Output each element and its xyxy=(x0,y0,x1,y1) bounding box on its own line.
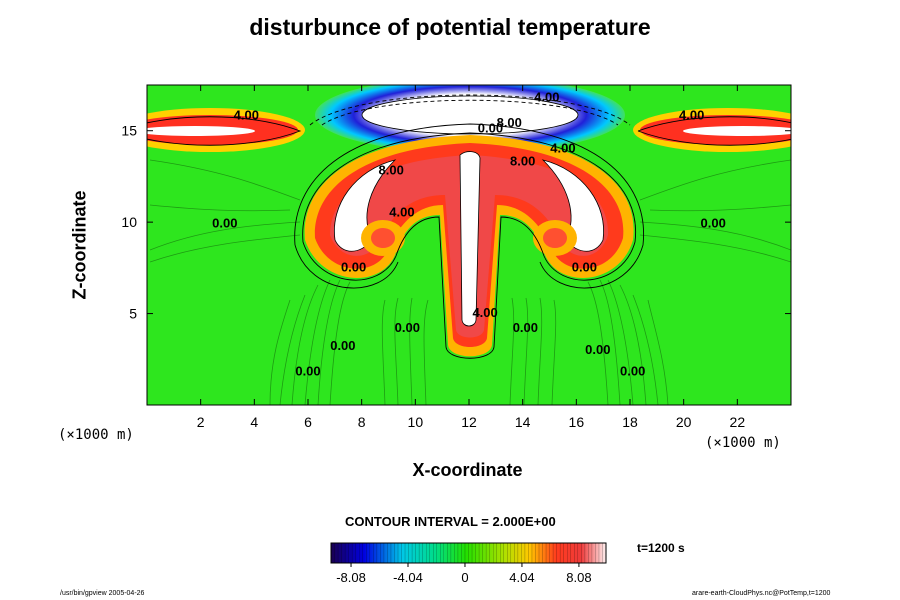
y-tick-label: 10 xyxy=(121,214,137,230)
x-tick-label: 20 xyxy=(676,414,692,430)
x-tick-label: 8 xyxy=(358,414,366,430)
contour-label: 4.00 xyxy=(472,305,497,320)
x-tick-label: 14 xyxy=(515,414,531,430)
x-tick-label: 22 xyxy=(730,414,746,430)
contour-label: 0.00 xyxy=(513,320,538,335)
contour-label: 4.00 xyxy=(234,108,259,123)
footer-left: /usr/bin/gpview 2005-04-26 xyxy=(60,590,145,597)
contour-label: 0.00 xyxy=(585,342,610,357)
field-features xyxy=(147,85,791,405)
colorbar-tick-label: 0 xyxy=(461,570,468,585)
contour-label: 0.00 xyxy=(395,320,420,335)
contour-label: 0.00 xyxy=(478,121,503,136)
chart-title: disturbunce of potential temperature xyxy=(249,14,651,40)
contour-label: 0.00 xyxy=(701,216,726,231)
contour-label: 0.00 xyxy=(620,364,645,379)
y-axis-label: Z-coordinate xyxy=(69,190,90,300)
contour-label: 0.00 xyxy=(295,364,320,379)
x-tick-label: 12 xyxy=(461,414,477,430)
time-label: t=1200 s xyxy=(637,541,685,555)
contour-label: 4.00 xyxy=(679,108,704,123)
y-tick-label: 15 xyxy=(121,123,137,139)
contour-label: 0.00 xyxy=(212,216,237,231)
contour-interval-label: CONTOUR INTERVAL = 2.000E+00 xyxy=(345,514,556,529)
y-axis: 5 10 15 xyxy=(121,123,791,322)
contour-label: 4.00 xyxy=(389,205,414,220)
x-axis-unit: (×1000 m) xyxy=(705,435,781,451)
gravity-wave-contours xyxy=(149,159,791,405)
x-tick-label: 4 xyxy=(250,414,258,430)
colorbar-tick-label: 8.08 xyxy=(566,570,591,585)
x-tick-label: 10 xyxy=(408,414,424,430)
colorbar-ticks: -8.08 -4.04 0 4.04 8.08 xyxy=(336,563,592,585)
x-tick-label: 2 xyxy=(197,414,205,430)
contour-label: 8.00 xyxy=(379,163,404,178)
contour-label: 0.00 xyxy=(330,338,355,353)
contour-label: 8.00 xyxy=(510,153,535,168)
x-tick-label: 18 xyxy=(622,414,638,430)
contour-label: 0.00 xyxy=(341,260,366,275)
contour-label: 4.00 xyxy=(550,141,575,156)
y-tick-label: 5 xyxy=(129,306,137,322)
colorbar-tick-label: 4.04 xyxy=(509,570,534,585)
contour-label: 0.00 xyxy=(572,260,597,275)
x-tick-label: 16 xyxy=(569,414,585,430)
y-axis-unit: (×1000 m) xyxy=(58,427,134,443)
x-axis: 2 4 6 8 10 12 14 16 18 20 22 xyxy=(197,85,746,430)
x-axis-label: X-coordinate xyxy=(412,460,523,480)
footer-right: arare-earth-CloudPhys.nc@PotTemp,t=1200 xyxy=(692,590,831,597)
colorbar-tick-label: -8.08 xyxy=(336,570,366,585)
colorbar-stripes xyxy=(334,543,603,563)
contour-label: 8.00 xyxy=(497,115,522,130)
x-tick-label: 6 xyxy=(304,414,312,430)
contour-label: 4.00 xyxy=(534,89,559,104)
contour-labels: 4.00 4.004.000.008.004.008.008.004.000.00… xyxy=(212,89,726,378)
colorbar-tick-label: -4.04 xyxy=(393,570,423,585)
